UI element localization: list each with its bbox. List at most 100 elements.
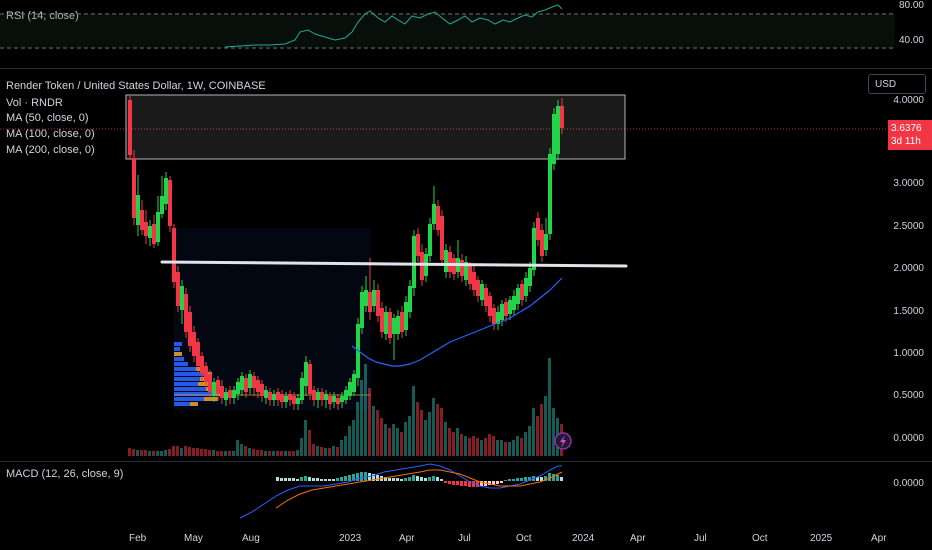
macd-bar	[452, 481, 455, 485]
macd-bar	[432, 476, 435, 481]
x-label-apr: Apr	[399, 533, 415, 544]
macd-bar	[392, 478, 395, 481]
macd-bar	[532, 476, 535, 481]
price-label-1-5: 1.5000	[893, 306, 924, 317]
macd-bar	[448, 481, 451, 484]
macd-bar	[504, 480, 507, 481]
macd-bar	[520, 478, 523, 481]
macd-bar	[468, 481, 471, 487]
x-label-aug: Aug	[242, 533, 260, 544]
price-label-0: 0.0000	[893, 433, 924, 444]
macd-bar	[496, 481, 499, 484]
price-badge: 3.6376 3d 11h	[888, 120, 932, 150]
x-label-2025: 2025	[810, 533, 833, 544]
macd-bar	[528, 477, 531, 481]
macd-line	[239, 463, 562, 519]
macd-separator[interactable]	[0, 461, 932, 462]
macd-histogram	[276, 472, 563, 487]
macd-bar	[416, 476, 419, 481]
macd-bar	[356, 473, 359, 481]
macd-bar	[420, 477, 423, 481]
macd-signal-line	[275, 469, 563, 509]
indicator-volume[interactable]: Vol · RNDR	[6, 97, 63, 109]
macd-bar	[344, 476, 347, 481]
price-badge-countdown: 3d 11h	[891, 136, 921, 147]
macd-bar	[296, 479, 299, 481]
macd-bar	[536, 477, 539, 481]
x-label-2023: 2023	[339, 533, 362, 544]
macd-bar	[516, 478, 519, 481]
macd-bar	[436, 477, 439, 481]
x-label-feb: Feb	[129, 533, 147, 544]
macd-bar	[304, 476, 307, 481]
macd-bar	[312, 478, 315, 481]
x-label-2024: 2024	[572, 533, 595, 544]
macd-bar	[464, 481, 467, 486]
macd-bar	[428, 477, 431, 481]
x-label-oct-2024: Oct	[752, 533, 768, 544]
rsi-legend[interactable]: RSI (14, close)	[6, 10, 79, 22]
macd-bar	[284, 478, 287, 481]
macd-bar	[400, 479, 403, 481]
price-label-0-5: 0.5000	[893, 390, 924, 401]
macd-bar	[348, 475, 351, 481]
indicator-ma200[interactable]: MA (200, close, 0)	[6, 144, 95, 156]
macd-bar	[412, 475, 415, 481]
x-label-oct: Oct	[516, 533, 532, 544]
price-badge-value: 3.6376	[891, 123, 922, 134]
x-label-apr-2024: Apr	[630, 533, 646, 544]
macd-bar	[384, 477, 387, 481]
macd-bar	[388, 478, 391, 481]
macd-bar	[336, 478, 339, 481]
indicator-ma100[interactable]: MA (100, close, 0)	[6, 128, 95, 140]
symbol-title[interactable]: Render Token / United States Dollar, 1W,…	[6, 80, 266, 92]
macd-bar	[444, 481, 447, 483]
indicator-ma50[interactable]: MA (50, close, 0)	[6, 112, 89, 124]
macd-bar	[540, 477, 543, 481]
x-label-jul-2024: Jul	[694, 533, 707, 544]
macd-bar	[324, 479, 327, 481]
macd-bar	[492, 481, 495, 485]
macd-bar	[456, 481, 459, 485]
macd-bar	[376, 475, 379, 481]
macd-bar	[316, 478, 319, 481]
macd-bar	[364, 472, 367, 481]
macd-legend[interactable]: MACD (12, 26, close, 9)	[6, 468, 124, 480]
macd-y-label-0: 0.0000	[893, 478, 924, 489]
macd-bar	[512, 479, 515, 481]
macd-bar	[472, 481, 475, 487]
rsi-y-label-40: 40.00	[898, 35, 924, 46]
macd-bar	[480, 481, 483, 486]
currency-button[interactable]: USD	[868, 74, 926, 94]
macd-bar	[484, 481, 487, 486]
price-label-2-5: 2.5000	[893, 221, 924, 232]
macd-bar	[476, 481, 479, 487]
macd-bar	[288, 478, 291, 481]
macd-bar	[424, 478, 427, 481]
price-label-3: 3.0000	[893, 178, 924, 189]
macd-bar	[544, 476, 547, 481]
macd-bar	[552, 474, 555, 481]
macd-bar	[280, 478, 283, 481]
macd-bar	[488, 481, 491, 485]
rsi-separator[interactable]	[0, 68, 932, 69]
macd-bar	[380, 476, 383, 481]
price-label-1: 1.0000	[893, 348, 924, 359]
price-label-4: 4.0000	[893, 95, 924, 106]
macd-bar	[320, 479, 323, 481]
macd-bar	[548, 473, 551, 481]
macd-bar	[352, 474, 355, 481]
macd-bar	[396, 478, 399, 481]
macd-bar	[292, 478, 295, 481]
macd-bar	[404, 478, 407, 481]
x-label-apr-2025: Apr	[871, 533, 887, 544]
x-label-jul: Jul	[458, 533, 471, 544]
macd-bar	[300, 477, 303, 481]
rsi-y-label-80: 80.00	[898, 0, 924, 11]
main-pane[interactable]	[0, 69, 932, 461]
macd-bar	[276, 477, 279, 481]
macd-bar	[328, 479, 331, 481]
macd-bar	[560, 477, 563, 481]
rsi-pane[interactable]: RSI (14, close) 80.00 40.00	[0, 0, 932, 68]
price-label-2: 2.0000	[893, 263, 924, 274]
